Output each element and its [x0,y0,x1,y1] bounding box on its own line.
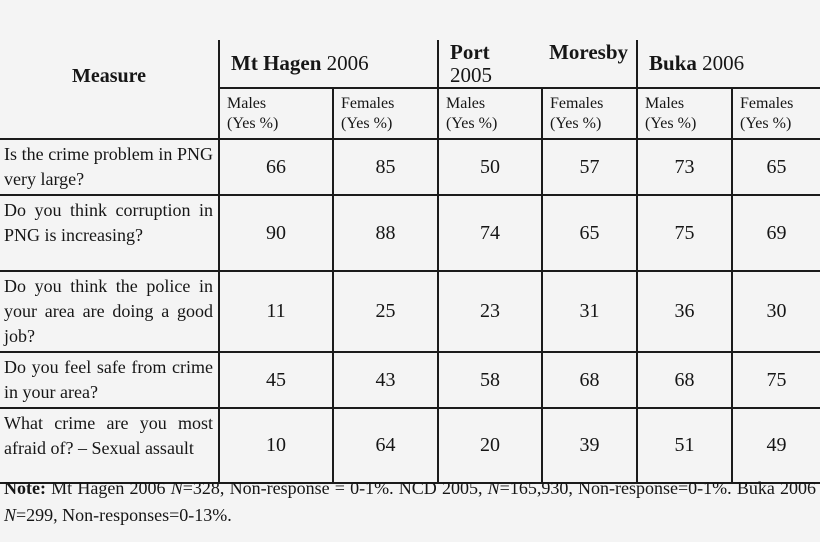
value-cell: 45 [218,352,333,409]
group-header-mt-hagen: Mt Hagen 2006 [218,40,438,89]
value-cell: 20 [437,408,542,484]
value-cell: 75 [636,195,733,272]
value-cell: 43 [332,352,438,409]
note-label: Note: [4,478,46,498]
value-cell: 69 [731,195,820,272]
value-cell: 88 [332,195,438,272]
value-cell: 85 [332,139,438,196]
group-header-port-moresby: Port Moresby 2005 [436,40,638,89]
value-cell: 49 [731,408,820,484]
group-year: 2005 [450,62,492,87]
value-cell: 90 [218,195,333,272]
value-cell: 57 [540,139,638,196]
value-cell: 30 [731,271,820,353]
value-cell: 36 [636,271,733,353]
subheader-mt-hagen-females: Females (Yes %) [332,88,438,140]
group-year: 2006 [702,51,745,75]
value-cell: 51 [636,408,733,484]
value-cell: 31 [540,271,638,353]
subheader-buka-females: Females (Yes %) [731,88,820,140]
survey-results-table: Measure Mt Hagen 2006 Port Moresby 2005 … [0,40,820,484]
value-cell: 74 [437,195,542,272]
group-year: 2006 [326,51,369,75]
value-cell: 58 [437,352,542,409]
value-cell: 64 [332,408,438,484]
subheader-port-moresby-females: Females (Yes %) [540,88,638,140]
subheader-mt-hagen-males: Males (Yes %) [218,88,333,140]
group-name: Mt Hagen [231,51,322,75]
measure-cell: Do you think the police in your area are… [0,271,219,353]
subheader-row: Males (Yes %) Females (Yes %) Males (Yes %)… [0,88,820,140]
value-cell: 73 [636,139,733,196]
measure-column-header: Measure [0,40,220,140]
measure-cell: Do you feel safe from crime in your area… [0,352,219,409]
value-cell: 11 [218,271,333,353]
subheader-port-moresby-males: Males (Yes %) [437,88,542,140]
value-cell: 68 [636,352,733,409]
value-cell: 39 [540,408,638,484]
group-name: Buka [649,51,697,75]
measure-cell: Is the crime problem in PNG very large? [0,139,219,196]
value-cell: 75 [731,352,820,409]
subheader-buka-males: Males (Yes %) [636,88,733,140]
measure-cell: Do you think corruption in PNG is increa… [0,195,219,272]
table-row: What crime are you most afraid of? – Sex… [0,408,820,484]
table-row: Is the crime problem in PNG very large? … [0,139,820,196]
group-header-row: Measure Mt Hagen 2006 Port Moresby 2005 … [0,40,820,140]
measure-cell: What crime are you most afraid of? – Sex… [0,408,219,484]
table-row: Do you think the police in your area are… [0,271,820,353]
value-cell: 68 [540,352,638,409]
value-cell: 65 [731,139,820,196]
value-cell: 50 [437,139,542,196]
value-cell: 10 [218,408,333,484]
value-cell: 66 [218,139,333,196]
group-header-buka: Buka 2006 [636,40,820,89]
value-cell: 25 [332,271,438,353]
value-cell: 23 [437,271,542,353]
table-note: Note: Mt Hagen 2006 N=328, Non-response … [4,478,816,525]
table-row: Do you think corruption in PNG is increa… [0,195,820,272]
table-row: Do you feel safe from crime in your area… [0,352,820,409]
group-name: Port Moresby [450,40,629,64]
value-cell: 65 [540,195,638,272]
